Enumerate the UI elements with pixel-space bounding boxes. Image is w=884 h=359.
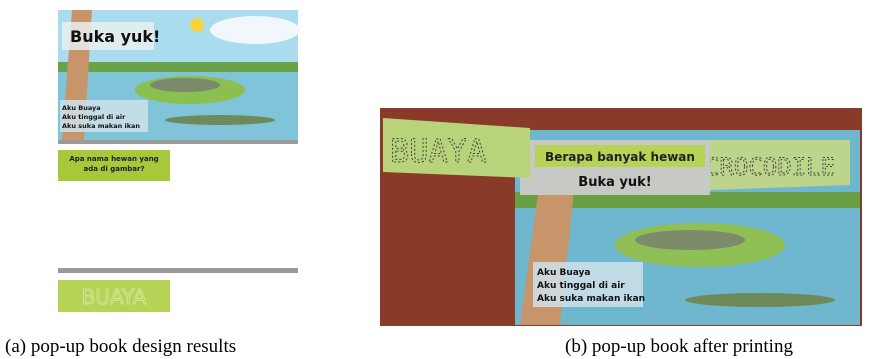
answer-en: CROCODILE [705, 153, 835, 181]
fold-line [58, 268, 298, 273]
question-card [58, 150, 170, 181]
sun [190, 18, 204, 32]
story-line: Aku suka makan ikan [62, 122, 140, 130]
story-line: Aku suka makan ikan [537, 294, 645, 304]
answer-card [383, 118, 530, 178]
crocodile [635, 230, 745, 250]
question-wrap: Apa nama hewan yang ada di gambar? [69, 155, 159, 173]
title: Buka yuk! [70, 27, 160, 46]
design-panel: Buka yuk! Aku Buaya Aku tinggal di air A… [58, 10, 300, 312]
english-card [700, 140, 850, 190]
story-line: Aku tinggal di air [537, 281, 625, 291]
fold-line [58, 140, 298, 144]
answer: BUAYA [390, 132, 486, 170]
crocodile [150, 78, 220, 92]
story-line: Aku tinggal di air [62, 113, 126, 121]
grass [515, 192, 860, 208]
title-box [62, 22, 154, 50]
caption: (a) pop-up book design results [5, 336, 236, 357]
grass [58, 62, 298, 72]
question: Berapa banyak hewan [545, 150, 695, 164]
text-box [60, 100, 148, 132]
crocodile [685, 293, 835, 307]
photo-panel: Aku Buaya Aku tinggal di air Aku suka ma… [380, 108, 862, 326]
story-line: Aku Buaya [62, 104, 101, 112]
answer-card [58, 280, 170, 312]
question-card [535, 145, 705, 167]
crocodile [165, 115, 275, 125]
story-line: Aku Buaya [537, 268, 591, 278]
caption: (b) pop-up book after printing [565, 336, 793, 357]
answer: BUAYA [82, 285, 147, 309]
text-box [533, 262, 643, 307]
title: Buka yuk! [578, 175, 651, 190]
cloud [210, 16, 300, 44]
question: Apa nama hewan yang ada di gambar? [69, 155, 159, 173]
